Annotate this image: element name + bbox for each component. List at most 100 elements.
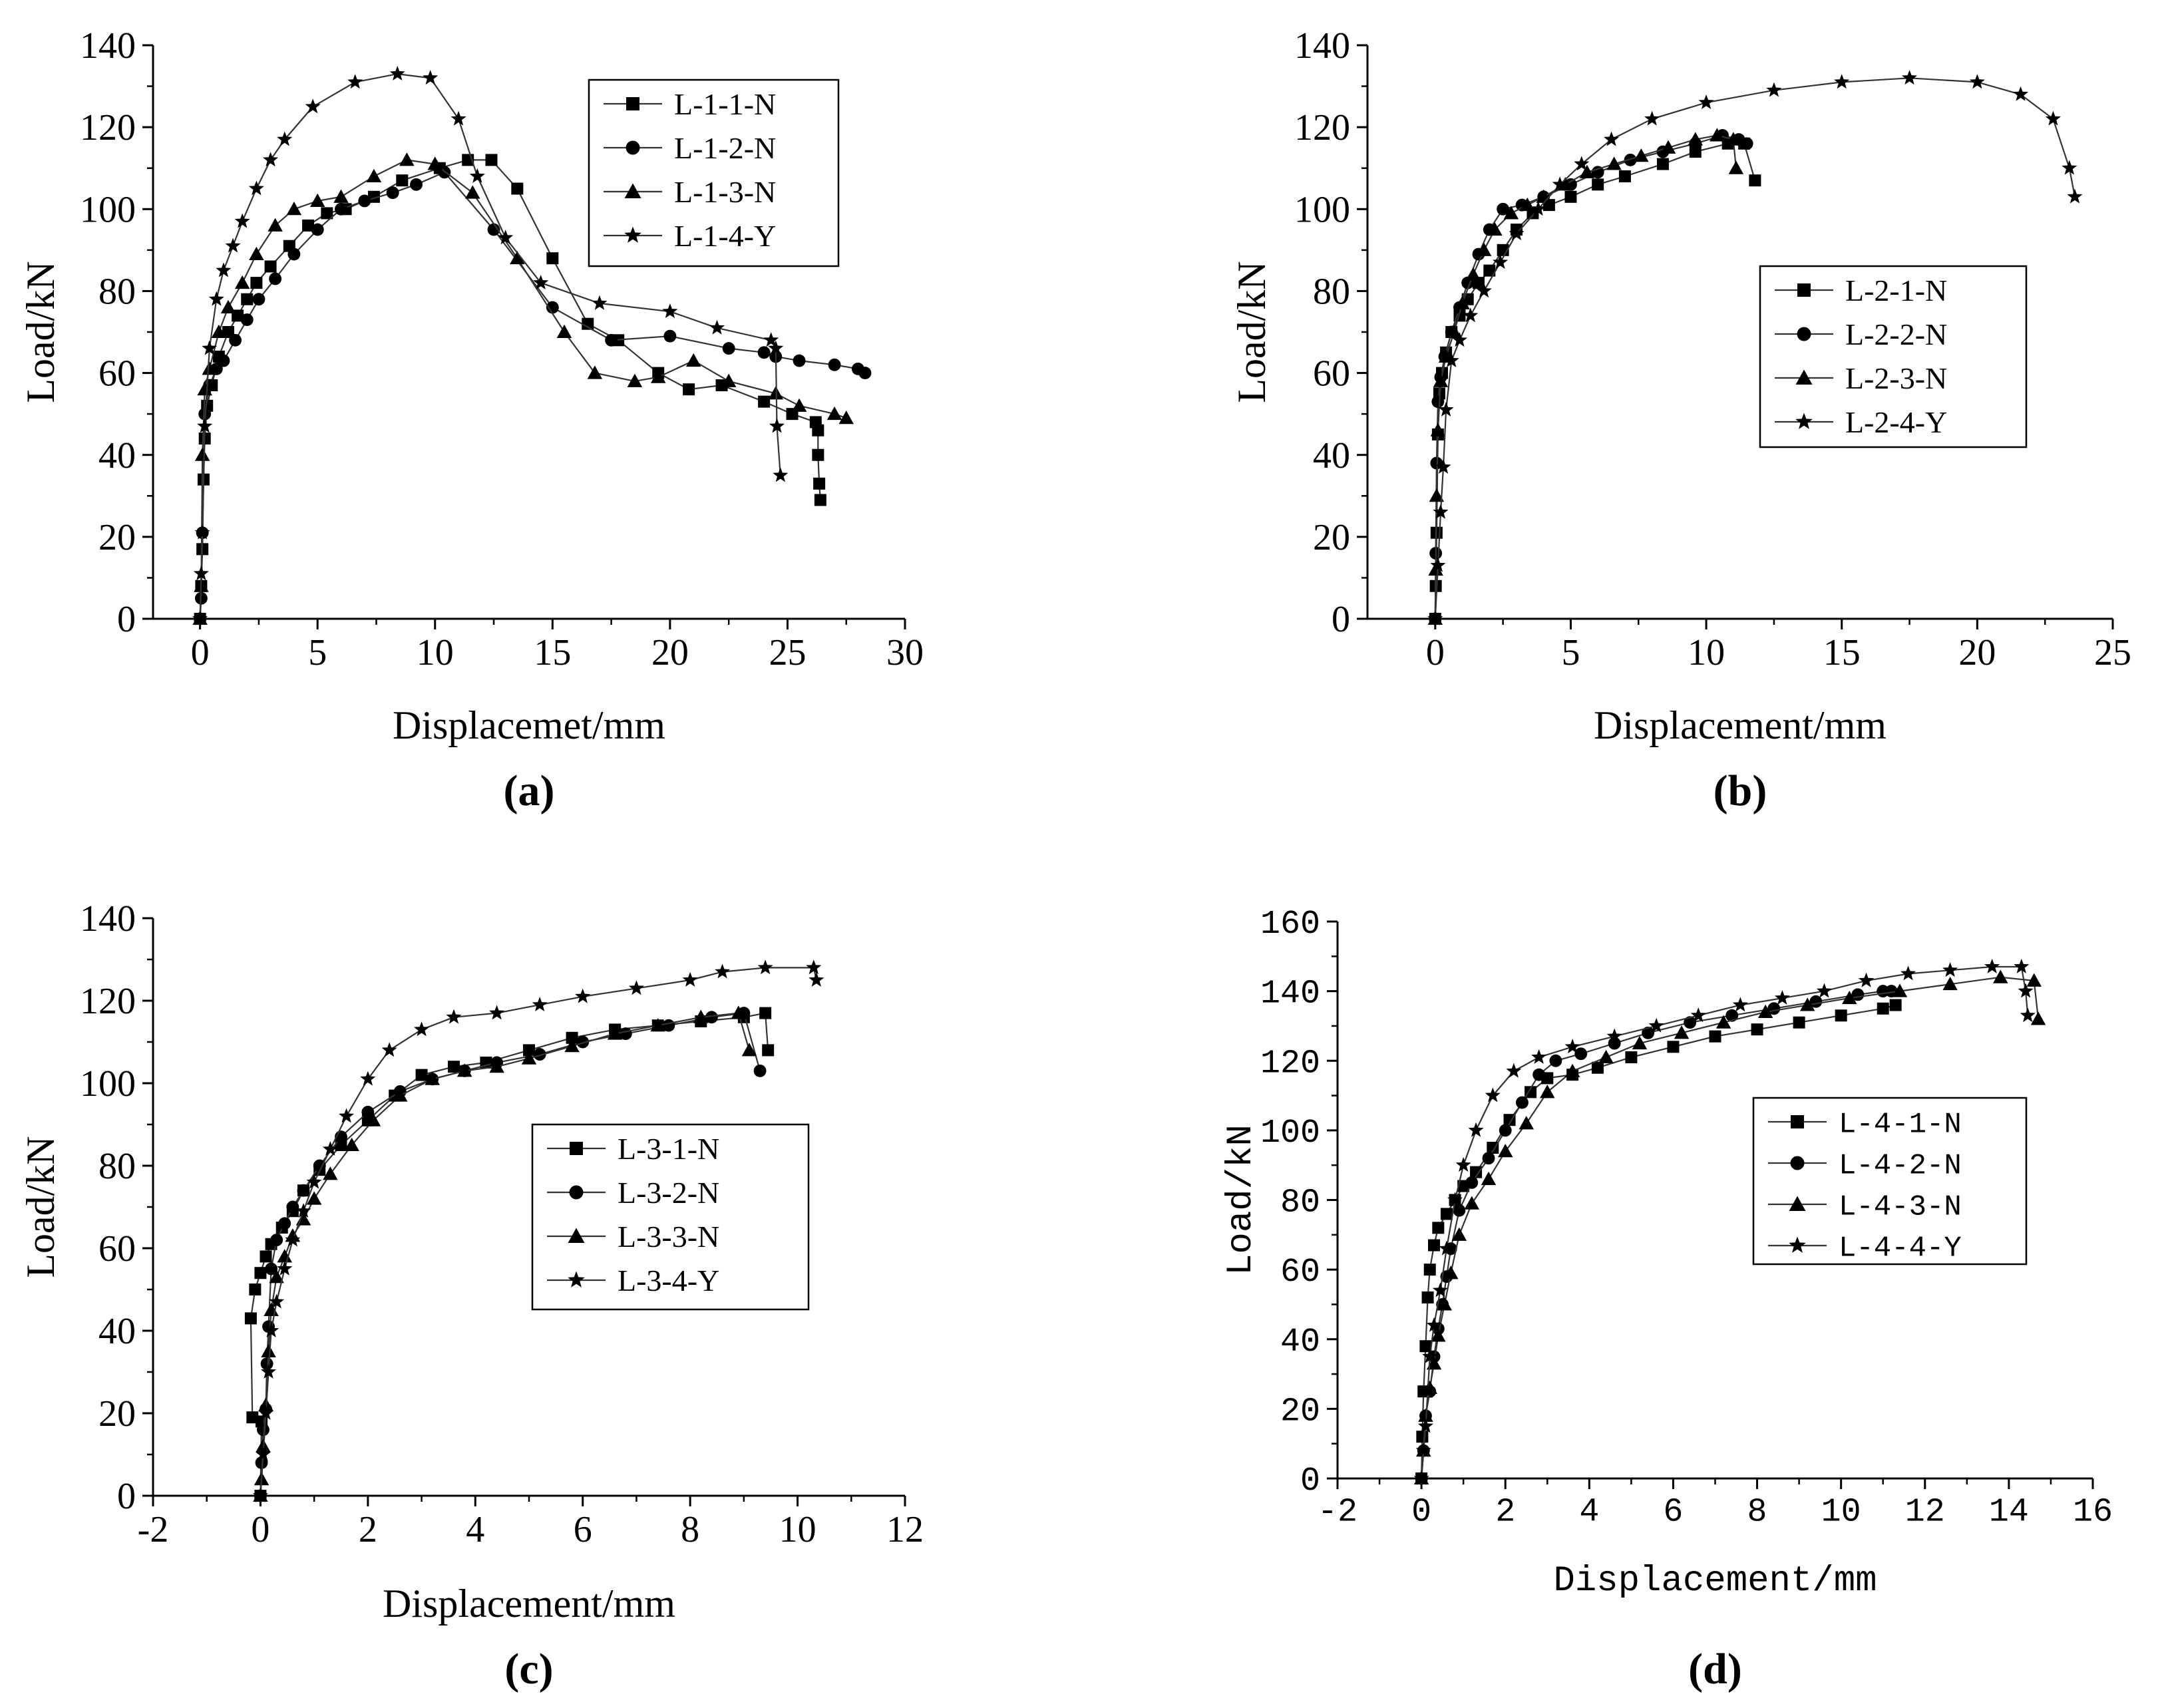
data-point <box>523 1044 535 1057</box>
y-tick-label: 60 <box>98 353 136 395</box>
x-tick-label: 0 <box>1426 632 1445 673</box>
x-tick-label: -2 <box>1318 1494 1357 1532</box>
data-point <box>489 1059 504 1073</box>
data-point <box>605 333 618 347</box>
data-point <box>249 1283 262 1295</box>
data-point <box>757 346 771 359</box>
data-point <box>521 1051 537 1065</box>
x-tick-label: 8 <box>681 1509 699 1550</box>
data-point <box>826 406 842 421</box>
x-tick-label: 10 <box>1688 632 1725 673</box>
data-point <box>295 1203 311 1218</box>
data-point <box>1549 1054 1562 1067</box>
y-tick-label: 140 <box>80 25 136 67</box>
data-point <box>1427 610 1443 625</box>
y-tick-label: 0 <box>117 599 136 640</box>
data-point <box>361 1105 375 1118</box>
legend-marker <box>1795 413 1813 429</box>
x-axis-label: Displacement/mm <box>1553 1561 1877 1602</box>
data-point <box>1984 958 2000 973</box>
data-point <box>229 333 242 347</box>
data-point <box>202 340 218 355</box>
data-point <box>556 324 572 338</box>
data-point <box>427 156 443 170</box>
data-point <box>277 1249 292 1263</box>
series-L-3-3-N <box>253 1005 757 1502</box>
data-point <box>1698 94 1714 110</box>
series-line <box>199 159 847 619</box>
data-point <box>1433 504 1449 519</box>
y-tick-label: 140 <box>1260 975 1320 1013</box>
y-tick-label: 0 <box>1332 599 1350 640</box>
legend-marker <box>1797 327 1811 341</box>
data-point <box>198 407 212 421</box>
legend: L-3-1-N L-3-2-N L-3-3-N L-3-4-Y <box>531 1123 810 1311</box>
legend-marker <box>624 183 641 198</box>
data-point <box>1440 1208 1453 1220</box>
y-tick-label: 0 <box>117 1476 136 1517</box>
data-point <box>1725 132 1741 146</box>
y-tick-label: 60 <box>1280 1254 1320 1291</box>
data-point <box>2045 110 2061 126</box>
data-point <box>425 1071 440 1085</box>
legend-marker <box>626 97 639 110</box>
x-tick-label: 6 <box>574 1509 592 1550</box>
data-point <box>1416 1431 1429 1443</box>
data-point <box>1415 1443 1431 1457</box>
data-point <box>582 317 594 330</box>
x-tick-label: 5 <box>308 632 327 673</box>
data-point <box>1503 1114 1516 1126</box>
panel-label: (b) <box>1713 767 1767 815</box>
data-point <box>1463 307 1479 323</box>
data-point <box>1519 1116 1534 1130</box>
x-tick-label: 2 <box>1495 1494 1515 1532</box>
data-point <box>1969 74 1985 89</box>
data-point <box>838 411 854 425</box>
data-point <box>415 1069 428 1081</box>
data-point <box>1487 1142 1499 1154</box>
data-point <box>1606 1028 1622 1043</box>
legend-marker <box>1795 369 1813 385</box>
data-point <box>246 1411 259 1424</box>
legend-label: L-4-4-Y <box>1839 1232 1962 1265</box>
x-tick-label: 30 <box>886 632 924 673</box>
data-point <box>806 959 822 975</box>
legend-label: L-4-2-N <box>1839 1149 1962 1182</box>
data-point <box>809 971 824 987</box>
data-point <box>1465 267 1481 281</box>
panel-label: (a) <box>504 767 555 815</box>
data-point <box>1438 401 1454 417</box>
data-point <box>1476 283 1492 298</box>
data-point <box>414 1021 430 1037</box>
data-point <box>1430 557 1446 572</box>
x-tick-label: 5 <box>1561 632 1580 673</box>
data-point <box>270 1234 283 1247</box>
legend-label: L-4-3-N <box>1839 1190 1962 1224</box>
data-point <box>1618 170 1631 183</box>
data-point <box>1710 128 1725 142</box>
data-point <box>335 202 347 216</box>
data-point <box>1431 1328 1446 1342</box>
data-point <box>1432 1222 1445 1234</box>
y-tick-label: 40 <box>1313 435 1350 476</box>
data-point <box>257 1423 270 1437</box>
data-point <box>254 1267 267 1280</box>
data-point <box>339 1108 355 1123</box>
data-point <box>1531 1049 1547 1064</box>
data-point <box>286 1200 299 1214</box>
data-point <box>386 186 399 200</box>
x-tick-label: 16 <box>2073 1494 2113 1532</box>
legend-label: L-3-1-N <box>618 1132 719 1166</box>
data-point <box>489 1005 505 1020</box>
data-point <box>241 293 254 305</box>
data-point <box>1464 1196 1480 1210</box>
data-point <box>216 262 232 277</box>
data-point <box>682 971 698 987</box>
y-tick-label: 80 <box>1280 1184 1320 1222</box>
legend-label: L-3-3-N <box>618 1220 719 1254</box>
chart-b: 0 20 40 60 80 100 120 140 0 5 10 15 20 25 Displacement… <box>1230 25 2131 815</box>
data-point <box>1564 1063 1580 1077</box>
data-point <box>1592 178 1604 191</box>
